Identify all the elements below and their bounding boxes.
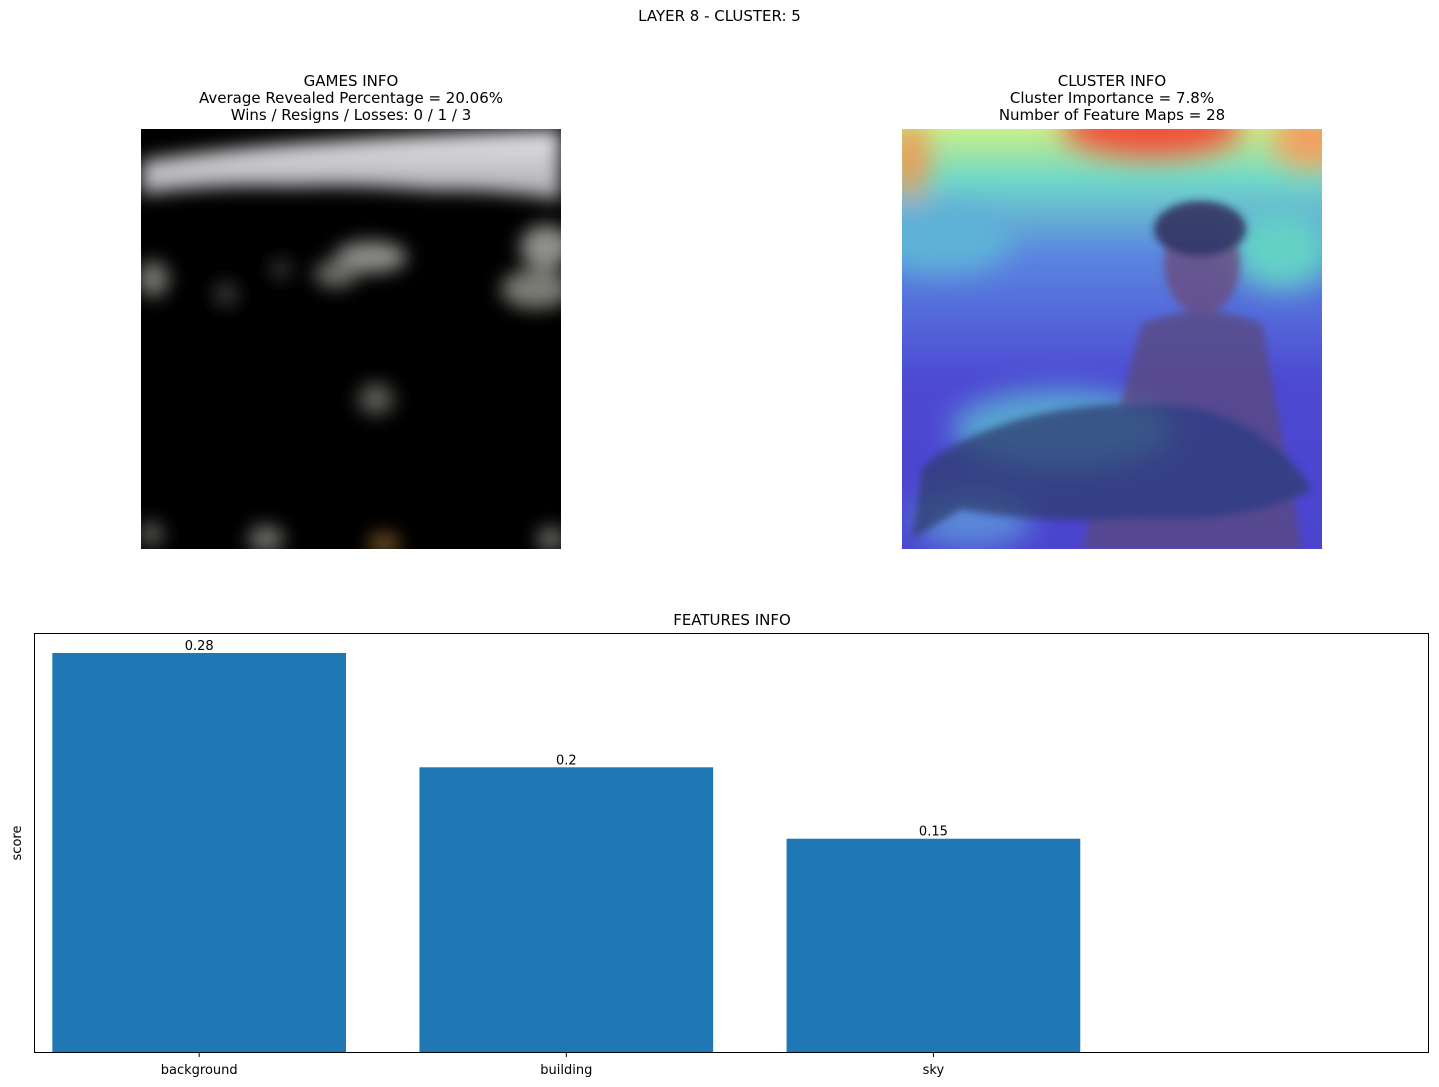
bar-background: [52, 653, 347, 1053]
bar-building: [419, 767, 714, 1053]
bar-value-label: 0.28: [185, 639, 214, 654]
games-info-header: GAMES INFO Average Revealed Percentage =…: [141, 73, 561, 124]
y-axis-label: score: [10, 826, 25, 861]
figure-title: LAYER 8 - CLUSTER: 5: [638, 7, 801, 25]
cluster-heatmap-image: [902, 129, 1322, 549]
cluster-info-header: CLUSTER INFO Cluster Importance = 7.8% N…: [902, 73, 1322, 124]
cluster-importance: Cluster Importance = 7.8%: [1009, 89, 1215, 107]
bar-chart-title: FEATURES INFO: [673, 611, 791, 629]
games-info-revealed: Average Revealed Percentage = 20.06%: [198, 89, 503, 107]
bar-value-label: 0.2: [556, 753, 577, 768]
x-tick-label: background: [161, 1063, 238, 1078]
games-info-title: GAMES INFO: [303, 72, 399, 90]
x-tick-label: building: [540, 1063, 592, 1078]
x-tick-label: sky: [923, 1063, 945, 1078]
bar-value-label: 0.15: [919, 825, 948, 840]
bar-sky: [786, 838, 1081, 1053]
feature-maps-count: Number of Feature Maps = 28: [998, 106, 1226, 124]
axes-frame: [34, 633, 1429, 1053]
cluster-info-title: CLUSTER INFO: [1057, 72, 1167, 90]
revealed-image: [141, 129, 561, 549]
games-info-results: Wins / Resigns / Losses: 0 / 1 / 3: [230, 106, 472, 124]
